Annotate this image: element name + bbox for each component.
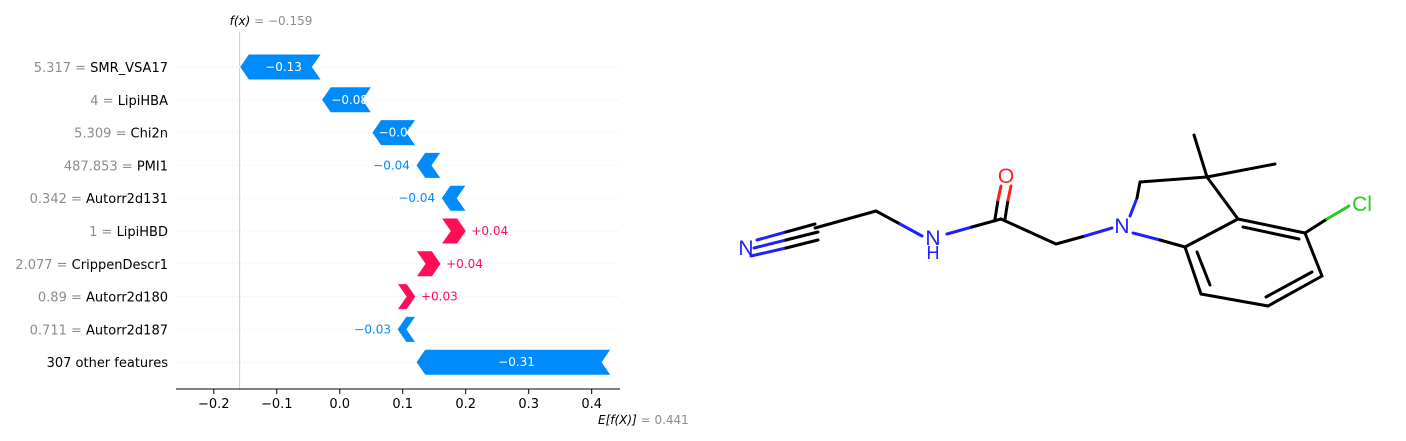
- feature-value: 0.342 =: [30, 192, 86, 207]
- waterfall-bar-5: [440, 184, 468, 212]
- x-tick-label: 0.0: [329, 397, 350, 412]
- feature-tick-label: 0.89 = Autorr2d180: [38, 291, 168, 306]
- efx-annotation: E[f(X)] = 0.441: [598, 413, 689, 427]
- feature-tick-label: 2.077 = CrippenDescr1: [15, 258, 168, 273]
- feature-value: 487.853 =: [64, 159, 137, 174]
- feature-tick-label: 5.309 = Chi2n: [74, 127, 168, 142]
- atom-nitrogen-nitrile: N: [738, 237, 753, 260]
- x-tick-label: −0.2: [198, 397, 230, 412]
- waterfall-bar-4: [415, 151, 443, 179]
- feature-tick-label: 5.317 = SMR_VSA17: [34, 61, 168, 76]
- indoline-ring-bonds: [1128, 133, 1351, 308]
- waterfall-bar-3: [371, 119, 417, 147]
- feature-name: Autorr2d131: [86, 192, 168, 207]
- feature-name: LipiHBA: [118, 94, 168, 109]
- feature-value: 0.711 =: [30, 323, 86, 338]
- waterfall-bar-6: [440, 217, 467, 245]
- atom-chlorine: Cl: [1352, 193, 1372, 216]
- feature-value: 2.077 =: [15, 258, 71, 273]
- feature-value: 5.309 =: [74, 127, 130, 142]
- contribution-label: −0.04: [398, 191, 435, 205]
- feature-tick-label: 0.711 = Autorr2d187: [30, 323, 168, 338]
- waterfall-bar-9: [396, 315, 417, 343]
- feature-tick-label: 4 = LipiHBA: [90, 94, 168, 109]
- contribution-label: +0.03: [421, 290, 458, 304]
- fx-value: = −0.159: [250, 14, 312, 28]
- feature-name: 307 other features: [47, 356, 169, 371]
- atom-nitrogen-amide: N: [925, 227, 940, 250]
- contribution-label: −0.08: [331, 93, 368, 107]
- molecule-structure: O N H N Cl N: [738, 133, 1372, 308]
- fx-label: f(x): [230, 14, 251, 28]
- feature-name: SMR_VSA17: [90, 61, 168, 76]
- feature-name: Autorr2d187: [86, 323, 168, 338]
- feature-name: PMI1: [137, 159, 168, 174]
- contribution-label: +0.04: [446, 257, 483, 271]
- feature-value: 4 =: [90, 94, 117, 109]
- feature-name: Chi2n: [131, 127, 168, 142]
- atom-oxygen: O: [998, 165, 1014, 188]
- waterfall-bar-1: [239, 53, 323, 81]
- contribution-label: −0.04: [373, 158, 410, 172]
- feature-tick-label: 0.342 = Autorr2d131: [30, 192, 168, 207]
- contribution-label: −0.31: [498, 355, 535, 369]
- contribution-label: −0.13: [265, 60, 302, 74]
- contribution-label: −0.03: [354, 322, 391, 336]
- feature-value: 5.317 =: [34, 61, 90, 76]
- waterfall-bar-8: [396, 283, 417, 311]
- waterfall-bar-10: [415, 348, 613, 376]
- shap-waterfall-chart: −0.13 5.317 = SMR_VSA17 −0.08 4 = LipiHBA −0…: [15, 14, 689, 427]
- fx-annotation: f(x) = −0.159: [230, 14, 313, 28]
- atom-nitrogen-ring: N: [1114, 215, 1129, 238]
- feature-tick-label: 487.853 = PMI1: [64, 159, 168, 174]
- x-tick-label: 0.2: [455, 397, 476, 412]
- x-tick-label: 0.4: [581, 397, 602, 412]
- feature-tick-label: 1 = LipiHBD: [89, 225, 168, 240]
- feature-value: 0.89 =: [38, 291, 86, 306]
- waterfall-bar-2: [320, 86, 373, 114]
- atom-hydrogen: H: [927, 243, 940, 263]
- feature-name: LipiHBD: [117, 225, 168, 240]
- x-tick-label: 0.3: [518, 397, 539, 412]
- feature-name: Autorr2d180: [86, 291, 168, 306]
- contribution-label: −0.07: [379, 126, 416, 140]
- x-tick-label: −0.1: [261, 397, 293, 412]
- feature-tick-label: 307 other features: [47, 356, 169, 371]
- waterfall-bar-7: [414, 250, 442, 278]
- feature-value: 1 =: [89, 225, 116, 240]
- feature-name: CrippenDescr1: [72, 258, 168, 273]
- nitrile-triple-bond: [749, 222, 820, 258]
- x-tick-label: 0.1: [392, 397, 413, 412]
- chain-bonds: [813, 184, 1114, 246]
- contribution-label: +0.04: [471, 224, 508, 238]
- efx-label: E[f(X)]: [598, 413, 637, 427]
- efx-value: = 0.441: [637, 413, 689, 427]
